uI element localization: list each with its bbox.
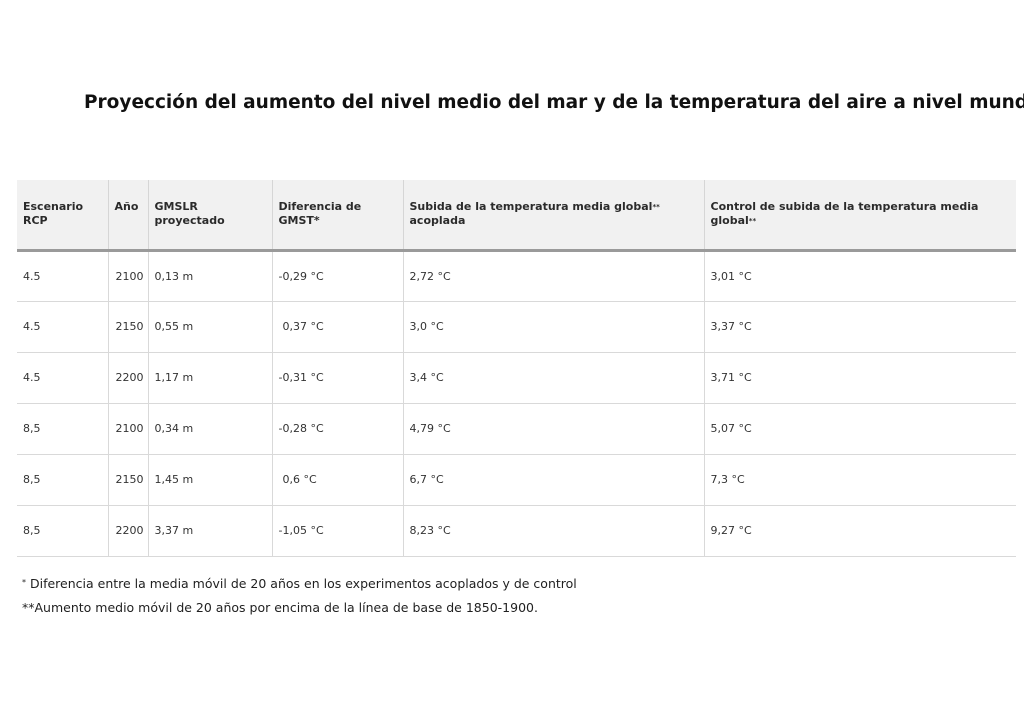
cell-gmslr: 0,55 m [148, 301, 273, 353]
cell-gmst: -1,05 °C [272, 505, 404, 557]
footnote-2: **Aumento medio móvil de 20 años por enc… [22, 600, 538, 615]
header-scenario-rcp: Escenario RCP [17, 180, 109, 252]
cell-gmslr: 1,45 m [148, 454, 273, 506]
projection-table-container: Escenario RCP Año GMSLR proyectado Diferen… [17, 180, 1016, 557]
header-control-temperature: Control de subida de la temperatura medi… [704, 180, 1016, 252]
footnotes: * Diferencia entre la media móvil de 20 … [22, 572, 1012, 620]
cell-rcp: 4.5 [17, 352, 109, 404]
cell-rcp: 4.5 [17, 301, 109, 353]
cell-coupled: 3,0 °C [403, 301, 705, 353]
cell-coupled: 4,79 °C [403, 403, 705, 455]
cell-rcp: 8,5 [17, 454, 109, 506]
cell-gmst: -0,31 °C [272, 352, 404, 404]
cell-year: 2100 [108, 403, 149, 455]
projection-table: Escenario RCP Año GMSLR proyectado Diferen… [17, 180, 1016, 557]
cell-coupled: 8,23 °C [403, 505, 705, 557]
cell-year: 2150 [108, 301, 149, 353]
cell-year: 2200 [108, 505, 149, 557]
cell-gmst: -0,28 °C [272, 403, 404, 455]
header-gmst-difference: Diferencia de GMST* [272, 180, 404, 252]
cell-gmst: 0,37 °C [272, 301, 404, 353]
cell-coupled: 6,7 °C [403, 454, 705, 506]
cell-year: 2150 [108, 454, 149, 506]
table-row: 8,5 2150 1,45 m 0,6 °C 6,7 °C 7,3 °C [17, 454, 1016, 506]
table-row: 4.5 2200 1,17 m -0,31 °C 3,4 °C 3,71 °C [17, 352, 1016, 404]
cell-year: 2100 [108, 250, 149, 302]
table-row: 4.5 2150 0,55 m 0,37 °C 3,0 °C 3,37 °C [17, 301, 1016, 353]
table-row: 4.5 2100 0,13 m -0,29 °C 2,72 °C 3,01 °C [17, 250, 1016, 302]
table-row: 8,5 2200 3,37 m -1,05 °C 8,23 °C 9,27 °C [17, 505, 1016, 557]
cell-rcp: 4.5 [17, 250, 109, 302]
table-header-row: Escenario RCP Año GMSLR proyectado Diferen… [17, 180, 1016, 252]
header-gmslr: GMSLR proyectado [148, 180, 273, 252]
cell-control: 3,01 °C [704, 250, 1016, 302]
cell-gmslr: 3,37 m [148, 505, 273, 557]
cell-control: 3,71 °C [704, 352, 1016, 404]
cell-gmst: 0,6 °C [272, 454, 404, 506]
cell-rcp: 8,5 [17, 403, 109, 455]
header-year: Año [108, 180, 149, 252]
footnote-1: * Diferencia entre la media móvil de 20 … [22, 576, 577, 591]
table-row: 8,5 2100 0,34 m -0,28 °C 4,79 °C 5,07 °C [17, 403, 1016, 455]
cell-gmslr: 1,17 m [148, 352, 273, 404]
cell-coupled: 2,72 °C [403, 250, 705, 302]
cell-gmslr: 0,13 m [148, 250, 273, 302]
cell-control: 9,27 °C [704, 505, 1016, 557]
cell-gmst: -0,29 °C [272, 250, 404, 302]
cell-coupled: 3,4 °C [403, 352, 705, 404]
header-coupled-temperature: Subida de la temperatura media global** a… [403, 180, 705, 252]
cell-control: 5,07 °C [704, 403, 1016, 455]
cell-rcp: 8,5 [17, 505, 109, 557]
cell-gmslr: 0,34 m [148, 403, 273, 455]
cell-year: 2200 [108, 352, 149, 404]
cell-control: 7,3 °C [704, 454, 1016, 506]
page-title: Proyección del aumento del nivel medio d… [84, 92, 1024, 113]
cell-control: 3,37 °C [704, 301, 1016, 353]
